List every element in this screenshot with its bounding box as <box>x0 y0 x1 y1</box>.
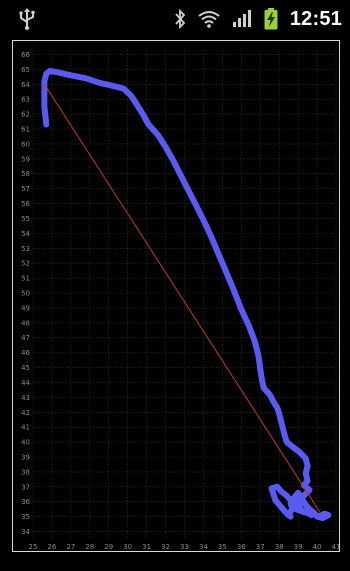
y-tick-label: 43 <box>21 394 30 402</box>
bluetooth-icon <box>174 9 186 29</box>
status-bar: 12:51 <box>0 0 350 38</box>
y-tick-label: 63 <box>21 96 30 104</box>
y-tick-label: 34 <box>21 528 30 536</box>
y-tick-label: 50 <box>21 290 30 298</box>
y-tick-label: 53 <box>21 245 30 253</box>
y-tick-label: 51 <box>21 275 30 283</box>
clock: 12:51 <box>289 7 342 30</box>
x-tick-label: 35 <box>218 543 227 551</box>
y-tick-label: 36 <box>21 498 30 506</box>
y-tick-label: 58 <box>21 170 30 178</box>
y-tick-label: 57 <box>21 185 30 193</box>
y-tick-label: 55 <box>21 215 30 223</box>
x-tick-label: 36 <box>237 543 246 551</box>
y-tick-label: 46 <box>21 349 30 357</box>
y-tick-label: 49 <box>21 304 30 312</box>
x-tick-label: 41 <box>332 543 341 551</box>
y-tick-label: 59 <box>21 155 30 163</box>
y-tick-label: 35 <box>21 513 30 521</box>
x-tick-label: 33 <box>180 543 189 551</box>
y-tick-label: 62 <box>21 111 30 119</box>
y-tick-label: 38 <box>21 468 30 476</box>
x-tick-label: 27 <box>66 543 75 551</box>
y-tick-label: 40 <box>21 439 30 447</box>
signal-icon <box>232 10 252 28</box>
y-tick-label: 39 <box>21 454 30 462</box>
x-tick-label: 40 <box>313 543 322 551</box>
x-tick-label: 29 <box>104 543 113 551</box>
x-tick-label: 32 <box>161 543 170 551</box>
y-tick-label: 52 <box>21 260 30 268</box>
x-tick-label: 30 <box>123 543 132 551</box>
x-tick-label: 34 <box>199 543 208 551</box>
y-tick-label: 45 <box>21 364 30 372</box>
usb-icon <box>18 8 36 30</box>
x-tick-label: 38 <box>275 543 284 551</box>
wifi-icon <box>198 10 220 28</box>
straight-distance-line <box>43 83 322 515</box>
y-tick-label: 65 <box>21 66 30 74</box>
x-tick-label: 37 <box>256 543 265 551</box>
y-tick-label: 47 <box>21 334 30 342</box>
track-chart[interactable]: 25 26 27 28 29 30 31 32 33 34 35 36 37 38 39 40 41 34 35 36… <box>13 41 341 553</box>
battery-charging-icon <box>264 8 278 30</box>
x-tick-label: 25 <box>29 543 38 551</box>
x-tick-label: 26 <box>47 543 56 551</box>
y-tick-label: 61 <box>21 126 30 134</box>
gps-track-line <box>41 67 332 522</box>
y-tick-label: 37 <box>21 483 30 491</box>
y-tick-label: 42 <box>21 409 30 417</box>
y-tick-label: 64 <box>21 81 30 89</box>
y-tick-label: 44 <box>21 379 30 387</box>
y-tick-label: 66 <box>21 51 30 59</box>
map-plot[interactable]: 25 26 27 28 29 30 31 32 33 34 35 36 37 38 39 40 41 34 35 36… <box>12 40 340 552</box>
bottom-bar <box>0 556 350 571</box>
y-tick-label: 54 <box>21 230 30 238</box>
y-tick-label: 60 <box>21 140 30 148</box>
y-tick-label: 56 <box>21 200 30 208</box>
y-tick-label: 48 <box>21 319 30 327</box>
x-tick-label: 39 <box>294 543 303 551</box>
x-tick-label: 31 <box>142 543 151 551</box>
x-tick-label: 28 <box>85 543 94 551</box>
y-tick-label: 41 <box>21 424 30 432</box>
